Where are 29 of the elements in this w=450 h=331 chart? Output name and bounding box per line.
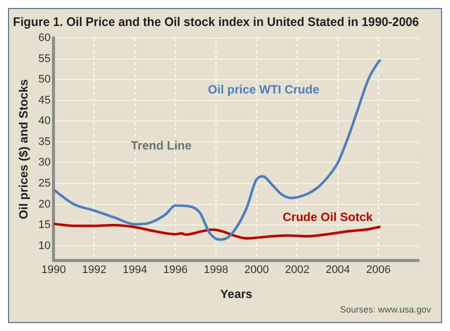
y-tick-label: 50: [38, 74, 51, 86]
line-series: [54, 58, 382, 241]
y-tick-label: 15: [38, 219, 51, 232]
y-tick-label: 35: [38, 136, 51, 148]
y-tick-label: 45: [38, 94, 51, 106]
x-tick-label: 1998: [204, 264, 228, 276]
x-tick-label: 1996: [163, 264, 188, 276]
y-tick-label: 10: [38, 240, 51, 252]
annotation: Trend Line: [130, 138, 192, 152]
x-tick-label: 1994: [122, 264, 148, 276]
x-axis-title: Years: [220, 287, 253, 302]
x-tick-label: 2004: [326, 264, 350, 276]
y-tick-label: 30: [38, 156, 51, 169]
text: Oil price WTI Crude: [208, 82, 320, 96]
y-tick-label: 60: [38, 32, 51, 44]
y-tick-label: 25: [38, 178, 51, 190]
y-tick-label: 40: [38, 115, 51, 128]
x-tick-label: 1990: [41, 264, 66, 276]
x-tick-label: 2006: [366, 264, 391, 276]
chart-title: Figure 1. Oil Price and the Oil stock index in United Stated in 1990-2006: [13, 14, 420, 30]
x-tick-label: 1992: [82, 264, 106, 276]
y-tick-label: 55: [38, 52, 51, 65]
line-series: [54, 222, 382, 240]
series-label: Crude Oil Sotck: [282, 210, 373, 224]
y-axis-title: Oil prices ($) and Stocks: [16, 78, 31, 220]
x-tick-label: 2000: [244, 264, 269, 276]
text: Sourses: www.usa.gov: [340, 304, 432, 314]
y-tick-label: 20: [38, 198, 51, 210]
x-tick-label: 2002: [284, 264, 310, 276]
